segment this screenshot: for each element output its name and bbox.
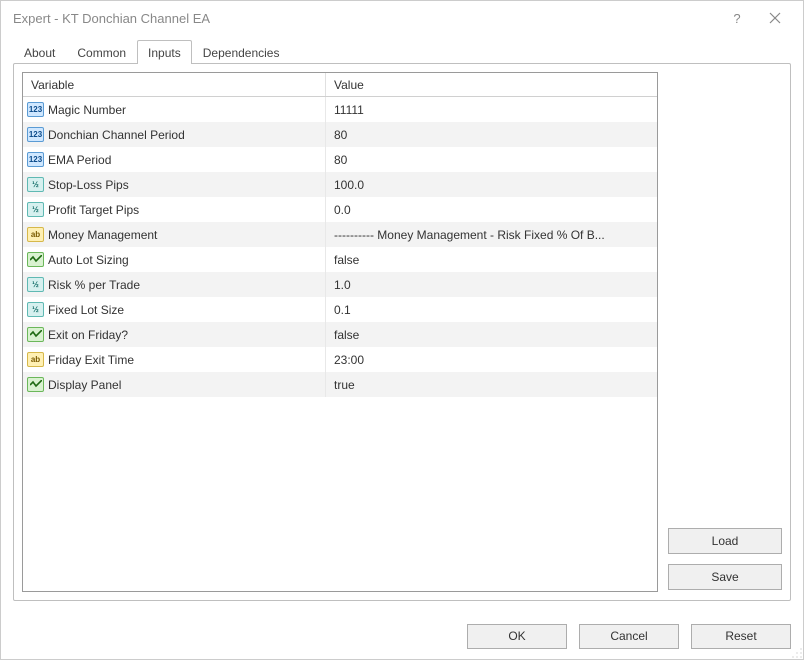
table-row[interactable]: Display Panel true [23, 372, 657, 397]
dialog-window: Expert - KT Donchian Channel EA ? About … [0, 0, 804, 660]
cell-value[interactable]: 80 [326, 128, 657, 142]
side-buttons: Load Save [668, 72, 782, 592]
cell-value[interactable]: 11111 [326, 103, 657, 117]
col-header-variable[interactable]: Variable [23, 73, 326, 96]
variable-name: Friday Exit Time [48, 353, 134, 367]
cell-variable: ½ Fixed Lot Size [23, 297, 326, 322]
cancel-button[interactable]: Cancel [579, 624, 679, 649]
cell-variable: ½ Profit Target Pips [23, 197, 326, 222]
cell-variable: 123 EMA Period [23, 147, 326, 172]
string-type-icon: ab [27, 352, 44, 367]
cell-value[interactable]: 0.0 [326, 203, 657, 217]
table-row[interactable]: Exit on Friday? false [23, 322, 657, 347]
cell-value[interactable]: 100.0 [326, 178, 657, 192]
cell-variable: ab Money Management [23, 222, 326, 247]
table-row[interactable]: 123 Donchian Channel Period 80 [23, 122, 657, 147]
tab-strip: About Common Inputs Dependencies [13, 39, 791, 63]
load-button[interactable]: Load [668, 528, 782, 554]
window-title: Expert - KT Donchian Channel EA [13, 11, 719, 26]
cell-value[interactable]: 0.1 [326, 303, 657, 317]
table-row[interactable]: ab Money Management ---------- Money Manag… [23, 222, 657, 247]
cell-variable: 123 Donchian Channel Period [23, 122, 326, 147]
table-header: Variable Value [23, 73, 657, 97]
cell-value[interactable]: false [326, 253, 657, 267]
table-row[interactable]: ½ Stop-Loss Pips 100.0 [23, 172, 657, 197]
variable-name: Auto Lot Sizing [48, 253, 129, 267]
double-type-icon: ½ [27, 177, 44, 192]
int-type-icon: 123 [27, 102, 44, 117]
bool-type-icon [27, 252, 44, 267]
table-row[interactable]: Auto Lot Sizing false [23, 247, 657, 272]
variable-name: Exit on Friday? [48, 328, 128, 342]
variable-name: Stop-Loss Pips [48, 178, 129, 192]
table-body: 123 Magic Number 11111 123 Donchian Channel … [23, 97, 657, 591]
save-button[interactable]: Save [668, 564, 782, 590]
table-row[interactable]: 123 Magic Number 11111 [23, 97, 657, 122]
reset-button[interactable]: Reset [691, 624, 791, 649]
content-area: About Common Inputs Dependencies Variabl… [1, 35, 803, 613]
table-row[interactable]: ½ Fixed Lot Size 0.1 [23, 297, 657, 322]
col-header-value[interactable]: Value [326, 73, 657, 96]
cell-value[interactable]: true [326, 378, 657, 392]
table-row[interactable]: ½ Risk % per Trade 1.0 [23, 272, 657, 297]
string-type-icon: ab [27, 227, 44, 242]
variable-name: EMA Period [48, 153, 111, 167]
inputs-table[interactable]: Variable Value 123 Magic Number 11111 123 Do… [22, 72, 658, 592]
variable-name: Profit Target Pips [48, 203, 139, 217]
cell-value[interactable]: 1.0 [326, 278, 657, 292]
cell-value[interactable]: 80 [326, 153, 657, 167]
variable-name: Display Panel [48, 378, 121, 392]
cell-variable: Auto Lot Sizing [23, 247, 326, 272]
tab-dependencies[interactable]: Dependencies [192, 40, 291, 64]
tab-common[interactable]: Common [66, 40, 137, 64]
table-row[interactable]: ab Friday Exit Time 23:00 [23, 347, 657, 372]
bool-type-icon [27, 327, 44, 342]
cell-variable: Display Panel [23, 372, 326, 397]
cell-variable: ½ Stop-Loss Pips [23, 172, 326, 197]
int-type-icon: 123 [27, 127, 44, 142]
table-row[interactable]: 123 EMA Period 80 [23, 147, 657, 172]
double-type-icon: ½ [27, 302, 44, 317]
variable-name: Money Management [48, 228, 157, 242]
double-type-icon: ½ [27, 277, 44, 292]
cell-variable: Exit on Friday? [23, 322, 326, 347]
bool-type-icon [27, 377, 44, 392]
titlebar: Expert - KT Donchian Channel EA ? [1, 1, 803, 35]
variable-name: Donchian Channel Period [48, 128, 185, 142]
variable-name: Risk % per Trade [48, 278, 140, 292]
variable-name: Fixed Lot Size [48, 303, 124, 317]
cell-variable: ½ Risk % per Trade [23, 272, 326, 297]
variable-name: Magic Number [48, 103, 126, 117]
table-row[interactable]: ½ Profit Target Pips 0.0 [23, 197, 657, 222]
close-icon [769, 12, 781, 24]
cell-variable: 123 Magic Number [23, 97, 326, 122]
cell-value[interactable]: false [326, 328, 657, 342]
ok-button[interactable]: OK [467, 624, 567, 649]
int-type-icon: 123 [27, 152, 44, 167]
resize-grip-icon[interactable] [791, 647, 803, 659]
cell-value[interactable]: 23:00 [326, 353, 657, 367]
help-button[interactable]: ? [719, 4, 755, 32]
cell-value[interactable]: ---------- Money Management - Risk Fixed… [326, 228, 657, 242]
tab-about[interactable]: About [13, 40, 66, 64]
tab-content-inputs: Variable Value 123 Magic Number 11111 123 Do… [13, 63, 791, 601]
double-type-icon: ½ [27, 202, 44, 217]
close-button[interactable] [755, 4, 795, 32]
cell-variable: ab Friday Exit Time [23, 347, 326, 372]
dialog-footer: OK Cancel Reset [1, 613, 803, 659]
tab-inputs[interactable]: Inputs [137, 40, 192, 64]
